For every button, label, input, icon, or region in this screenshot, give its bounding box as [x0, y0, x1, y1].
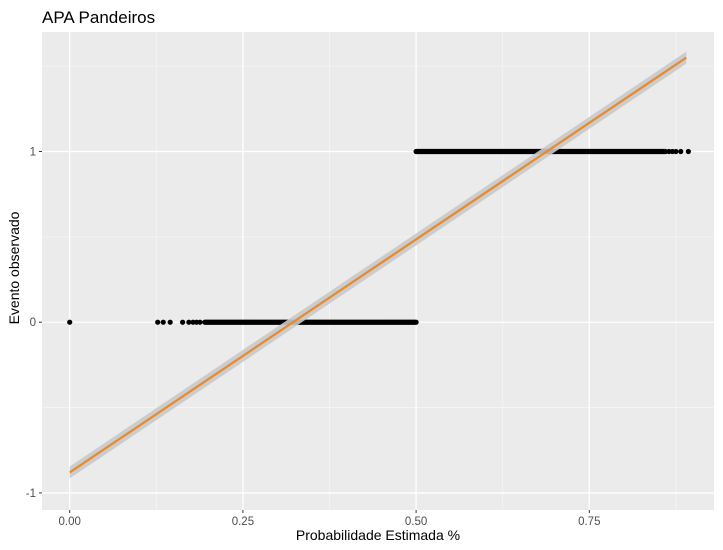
data-point — [186, 319, 192, 325]
data-point — [155, 319, 161, 325]
y-axis-title: Evento observado — [6, 211, 22, 324]
data-point — [673, 148, 679, 155]
y-axis-ticks: -1 0 1 — [26, 147, 42, 500]
x-axis-ticks: 0.00 0.25 0.50 0.75 — [59, 510, 600, 528]
x-axis-title: Probabilidade Estimada % — [296, 527, 460, 543]
data-point — [67, 319, 73, 325]
data-point — [197, 319, 203, 325]
x-tick-label: 0.25 — [232, 516, 254, 528]
data-point — [167, 319, 173, 325]
chart-title: APA Pandeiros — [42, 8, 155, 27]
data-point — [678, 148, 684, 155]
data-point — [180, 319, 186, 325]
data-point — [685, 148, 691, 155]
y-tick-label: 1 — [30, 147, 36, 159]
y-tick-label: -1 — [26, 488, 36, 500]
x-tick-label: 0.00 — [59, 516, 81, 528]
x-tick-label: 0.50 — [405, 516, 427, 528]
plot-panel — [42, 32, 714, 510]
fit-line — [69, 56, 687, 474]
x-tick-label: 0.75 — [578, 516, 600, 528]
data-point — [160, 319, 166, 325]
y-tick-label: 0 — [30, 317, 36, 329]
